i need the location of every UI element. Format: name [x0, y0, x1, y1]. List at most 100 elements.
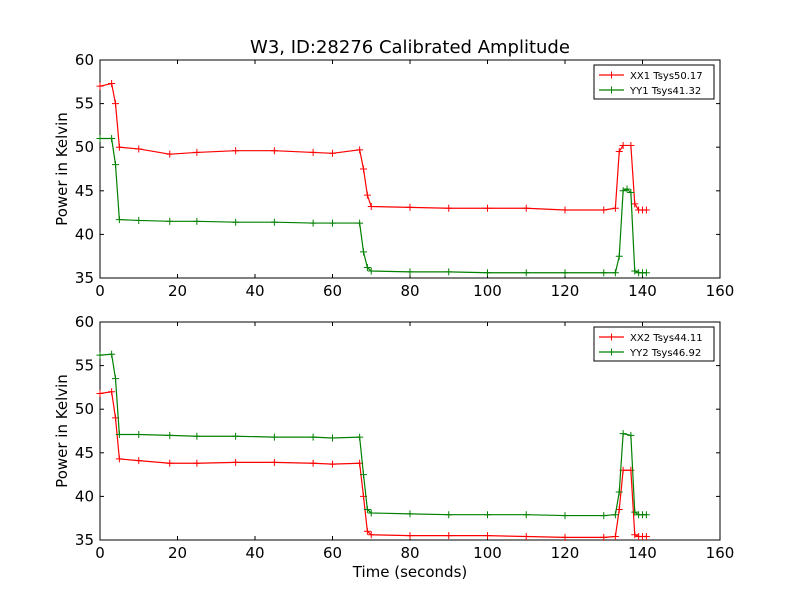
series-line — [99, 82, 647, 211]
legend-box — [593, 64, 715, 100]
x-tick-label: 140 — [628, 544, 657, 562]
data-point — [406, 510, 414, 518]
x-tick-label: 120 — [551, 282, 580, 300]
data-point — [356, 433, 364, 441]
x-tick-label: 60 — [323, 544, 342, 562]
data-point — [166, 431, 174, 439]
data-point — [112, 161, 119, 169]
data-point — [367, 531, 375, 539]
data-point — [619, 141, 627, 149]
x-tick-label: 80 — [400, 282, 419, 300]
data-point — [360, 471, 367, 479]
legend-label: XX2 Tsys44.11 — [630, 333, 703, 344]
legend-label: YY1 Tsys41.32 — [629, 86, 701, 97]
data-point — [166, 217, 174, 225]
data-point — [484, 204, 491, 212]
data-point — [561, 269, 569, 277]
data-point — [96, 351, 104, 359]
legend-label: YY2 Tsys46.92 — [629, 348, 701, 359]
data-point — [108, 388, 116, 396]
data-point — [108, 134, 116, 142]
data-point — [309, 219, 317, 227]
data-point — [445, 268, 453, 276]
legend: XX2 Tsys44.11 YY2 Tsys46.92 — [593, 326, 715, 362]
data-point — [193, 432, 201, 440]
data-point — [522, 269, 530, 277]
data-point — [631, 267, 639, 275]
data-point — [112, 100, 119, 108]
x-tick-label: 160 — [706, 282, 735, 300]
data-point — [108, 350, 116, 358]
data-point — [406, 532, 414, 540]
x-tick-label: 100 — [473, 282, 502, 300]
data-point — [193, 148, 201, 156]
x-tick-label: 0 — [95, 544, 105, 562]
data-point — [232, 218, 240, 226]
data-point — [623, 185, 631, 193]
data-point — [329, 434, 336, 442]
x-tick-label: 100 — [473, 544, 502, 562]
data-point — [108, 80, 116, 88]
data-point — [193, 459, 201, 467]
data-point — [627, 141, 635, 149]
data-point — [627, 189, 635, 197]
data-point — [619, 187, 627, 195]
data-point — [561, 533, 569, 541]
data-point — [135, 216, 143, 224]
data-point — [270, 147, 278, 155]
data-point — [631, 200, 639, 208]
data-point — [642, 206, 650, 214]
data-point — [611, 511, 619, 519]
x-tick-label: 20 — [168, 282, 187, 300]
data-point — [115, 430, 123, 438]
y-tick-label: 50 — [75, 400, 94, 418]
legend-marker — [608, 86, 615, 94]
data-point — [232, 458, 240, 466]
data-point — [112, 375, 119, 383]
y-tick-label: 45 — [75, 444, 94, 462]
x-tick-label: 0 — [95, 282, 105, 300]
data-point — [232, 147, 240, 155]
data-point — [615, 148, 623, 156]
x-tick-label: 40 — [245, 282, 264, 300]
data-point — [611, 533, 619, 541]
data-point — [96, 134, 104, 142]
data-point — [484, 269, 491, 277]
subplot-2: 0 20 40 60 80 100 120 140 160 35 40 45 50 55 60 Power i… — [53, 313, 734, 562]
data-point — [627, 431, 635, 439]
data-point — [270, 458, 278, 466]
data-point — [96, 390, 104, 398]
legend-marker — [608, 333, 615, 341]
data-point — [642, 511, 650, 519]
data-point — [360, 248, 367, 256]
y-tick-label: 50 — [75, 138, 94, 156]
data-point — [309, 148, 317, 156]
data-point — [363, 527, 371, 535]
data-point — [135, 430, 143, 438]
data-point — [611, 269, 619, 277]
y-tick-label: 40 — [75, 225, 94, 243]
y-tick-label: 35 — [75, 531, 94, 549]
data-point — [363, 191, 371, 199]
data-point — [360, 165, 367, 173]
data-point — [309, 459, 317, 467]
series-line — [99, 353, 647, 517]
x-tick-label: 40 — [245, 544, 264, 562]
data-point — [363, 264, 371, 272]
data-point — [329, 460, 336, 468]
y-tick-label: 55 — [75, 95, 94, 113]
x-tick-label: 160 — [706, 544, 735, 562]
data-point — [600, 206, 608, 214]
series-2 — [96, 134, 650, 277]
y-tick-label: 35 — [75, 269, 94, 287]
series-line — [100, 137, 647, 274]
data-point — [363, 505, 371, 513]
chart-title: W3, ID:28276 Calibrated Amplitude — [250, 37, 570, 58]
data-point — [270, 218, 278, 226]
data-point — [600, 512, 608, 520]
y-tick-label: 60 — [75, 51, 94, 69]
x-tick-label: 60 — [323, 282, 342, 300]
data-point — [522, 204, 530, 212]
data-point — [96, 82, 104, 90]
data-point — [484, 532, 491, 540]
